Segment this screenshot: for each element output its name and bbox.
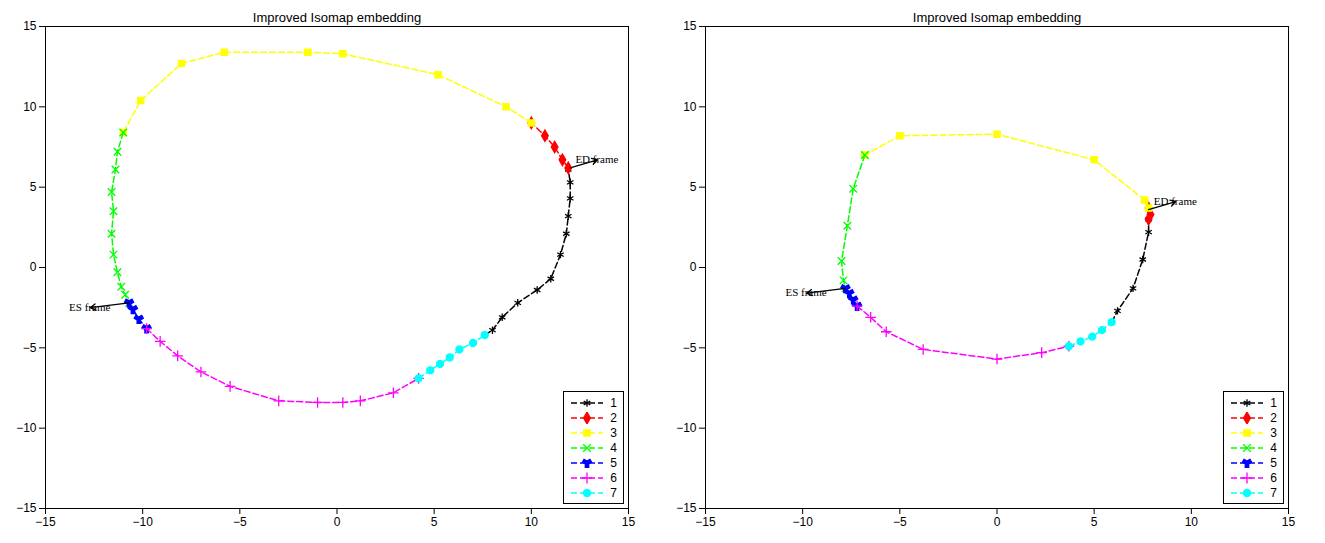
svg-text:ED frame: ED frame	[1154, 195, 1197, 207]
html-text:2: 2	[1270, 410, 1277, 425]
html-text:5: 5	[1270, 455, 1277, 470]
html-text:7: 7	[1270, 485, 1277, 500]
html-text:6: 6	[610, 470, 617, 485]
svg-text:10: 10	[23, 100, 37, 114]
svg-text:−10: −10	[132, 515, 153, 529]
html-text:3: 3	[1270, 425, 1277, 440]
svg-text:10: 10	[683, 100, 697, 114]
svg-text:−5: −5	[893, 515, 907, 529]
svg-text:15: 15	[23, 19, 37, 33]
svg-text:Improved Isomap embedding: Improved Isomap embedding	[913, 10, 1081, 25]
svg-text:ES frame: ES frame	[785, 286, 826, 298]
html-text:5: 5	[610, 455, 617, 470]
svg-text:−5: −5	[233, 515, 247, 529]
html-text:1: 1	[610, 395, 617, 410]
svg-text:Improved Isomap embedding: Improved Isomap embedding	[253, 10, 421, 25]
svg-text:5: 5	[690, 180, 697, 194]
html-text:1: 1	[1270, 395, 1277, 410]
svg-text:−15: −15	[695, 515, 716, 529]
html-text:7: 7	[610, 485, 617, 500]
svg-text:15: 15	[683, 19, 697, 33]
svg-text:5: 5	[1091, 515, 1098, 529]
html-text:6: 6	[1270, 470, 1277, 485]
svg-text:0: 0	[30, 260, 37, 274]
svg-text:10: 10	[525, 515, 539, 529]
svg-text:5: 5	[30, 180, 37, 194]
svg-text:15: 15	[1282, 515, 1296, 529]
html-text:4: 4	[1270, 440, 1277, 455]
svg-text:−10: −10	[792, 515, 813, 529]
svg-text:0: 0	[690, 260, 697, 274]
svg-text:ED frame: ED frame	[575, 153, 618, 165]
svg-text:−15: −15	[16, 501, 37, 515]
svg-text:ES frame: ES frame	[69, 301, 110, 313]
html-text:4: 4	[610, 440, 617, 455]
svg-text:−5: −5	[683, 341, 697, 355]
svg-text:0: 0	[994, 515, 1001, 529]
svg-text:15: 15	[622, 515, 636, 529]
svg-text:−15: −15	[35, 515, 56, 529]
html-text:3: 3	[610, 425, 617, 440]
svg-text:−15: −15	[676, 501, 697, 515]
svg-text:0: 0	[334, 515, 341, 529]
svg-text:10: 10	[1185, 515, 1199, 529]
svg-text:−5: −5	[23, 341, 37, 355]
html-text:2: 2	[610, 410, 617, 425]
svg-text:−10: −10	[676, 421, 697, 435]
svg-text:−10: −10	[16, 421, 37, 435]
svg-text:5: 5	[431, 515, 438, 529]
